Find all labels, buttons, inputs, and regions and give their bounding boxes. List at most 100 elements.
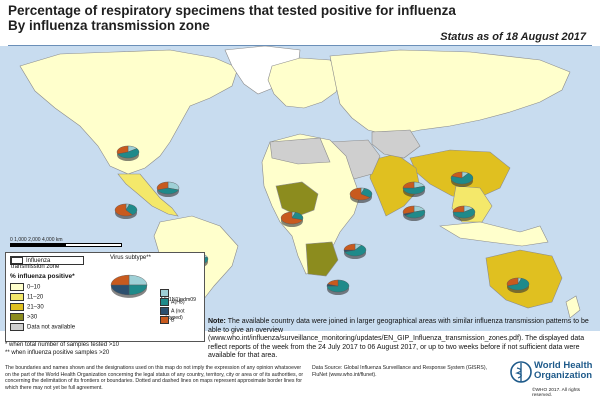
pie-slice-a-h3- (125, 204, 138, 216)
pie-slice-a-h3- (507, 278, 530, 291)
disclaimer: The boundaries and names shown and the d… (5, 365, 304, 391)
pie-slice-a-h3- (450, 172, 474, 185)
note-label: Note: (208, 318, 226, 325)
who-emblem-icon (510, 361, 532, 383)
pie-slice-b (114, 203, 133, 217)
pie-central-america (114, 203, 138, 220)
legend-zone-entry: Influenza transmission zone (10, 256, 84, 270)
legend-class-no-data: Data not available (10, 323, 75, 331)
class-label: 0–10 (27, 284, 41, 291)
class-label: 21–30 (27, 304, 44, 311)
map-title: Percentage of respiratory specimens that… (8, 3, 456, 33)
status-date: Status as of 18 August 2017 (440, 31, 586, 43)
pie-north-america (116, 145, 140, 162)
pie-slice-a-h3- (157, 187, 179, 195)
pie-slice-b (402, 181, 415, 189)
pie-slice-a-h3- (326, 279, 350, 293)
who-name-line-1: World Health (534, 360, 593, 371)
pie-slice-b (451, 171, 463, 179)
pie-slice-b (110, 274, 130, 286)
north-america (19, 49, 239, 175)
legend-virus-h1n1: A(H1N1)pdm09 (160, 289, 204, 303)
pie-southern-africa (326, 279, 350, 296)
central-america (117, 173, 179, 217)
legend-pie-example (110, 274, 148, 298)
virus-label: B (171, 317, 175, 324)
pie-southern-asia (402, 181, 426, 198)
scale-labels: 0 1,000 2,000 4,000 km (10, 237, 63, 243)
pie-slice-a-h3- (452, 208, 476, 219)
class-label: Data not available (27, 324, 76, 331)
virus-swatch (160, 289, 169, 297)
copyright: ©WHO 2017. All rights reserved. (532, 388, 581, 398)
virus-swatch (160, 316, 169, 324)
note-text: The available country data were joined i… (208, 318, 589, 359)
india (369, 153, 421, 217)
pie-south-east-asia (452, 205, 476, 222)
class-label: 11–20 (27, 294, 44, 301)
pie-slice-b (506, 277, 519, 287)
footnote-1: * when total number of samples tested >1… (5, 342, 119, 348)
legend-percent-title: % influenza positive* (10, 273, 75, 280)
maritime-south-east-asia (439, 221, 549, 247)
note: Note: The available country data were jo… (208, 318, 593, 361)
western-africa (275, 181, 319, 217)
title-line-2: By influenza transmission zone (8, 18, 210, 33)
legend-class-11-20: 11–20 (10, 293, 43, 301)
pie-slice-b (402, 205, 415, 215)
pie-slice-a-not-subtyped- (110, 284, 130, 296)
northern-asia (329, 49, 571, 137)
class-label: >30 (27, 314, 38, 321)
class-swatch (10, 323, 24, 331)
pie-oceania (506, 277, 530, 294)
north-africa (269, 137, 331, 165)
virus-swatch (160, 307, 169, 315)
virus-label: A(H1N1)pdm09 (160, 297, 197, 303)
southern-africa (305, 241, 339, 277)
pie-slice-b (156, 181, 169, 191)
zone-label: Influenza transmission zone (11, 258, 60, 271)
pie-slice-b (280, 211, 303, 225)
new-zealand (565, 295, 581, 319)
pie-slice-b (452, 205, 465, 213)
pie-slice-a-h3- (404, 209, 426, 219)
pie-slice-b (116, 145, 129, 155)
pie-slice-b (343, 243, 356, 251)
central-asia (371, 129, 421, 159)
who-name-line-2: Organization (534, 370, 593, 381)
data-source: Data Source: Global Influenza Surveillan… (312, 365, 488, 378)
footnote-2: ** when influenza positive samples >20 (5, 350, 110, 356)
virus-label: A(H3) (171, 299, 185, 306)
pie-slice-b (349, 187, 371, 201)
legend-class-0-10: 0–10 (10, 283, 40, 291)
legend-virus-b: B (160, 316, 174, 324)
virus-label: A (not subtyped) (160, 308, 185, 321)
legend-virus-title: Virus subtype** (110, 255, 151, 261)
class-swatch (10, 303, 24, 311)
header-divider (8, 45, 592, 46)
legend: Influenza transmission zone % influenza … (5, 252, 205, 342)
legend-class-21-30: 21–30 (10, 303, 44, 311)
virus-swatch (160, 298, 169, 306)
pie-slice-b (327, 279, 339, 287)
title-line-1: Percentage of respiratory specimens that… (8, 3, 456, 18)
zone-swatch (11, 257, 23, 264)
scale-bar (10, 243, 122, 247)
virus-subtype-pies (114, 145, 530, 314)
who-name: World Health Organization (534, 361, 592, 381)
legend-virus-h3: A(H3) (160, 298, 185, 306)
pie-western-asia (349, 187, 373, 204)
class-swatch (10, 293, 24, 301)
who-logo: World Health Organization ©WHO 2017. All… (510, 360, 598, 404)
pie-slice-a-h1n1-pdm09 (128, 274, 148, 286)
pie-slice-a-h3- (344, 244, 367, 257)
class-swatch (10, 283, 24, 291)
pie-eastern-asia (450, 171, 474, 188)
pie-slice-a-h3- (117, 148, 140, 159)
pie-caribbean (156, 181, 180, 198)
pie-southern-asia-east- (402, 205, 426, 222)
pie-eastern-africa (343, 243, 367, 260)
legend-class-over-30: >30 (10, 313, 37, 321)
pie-slice-a-h3- (128, 284, 148, 296)
legend-sample-pie (110, 274, 148, 298)
